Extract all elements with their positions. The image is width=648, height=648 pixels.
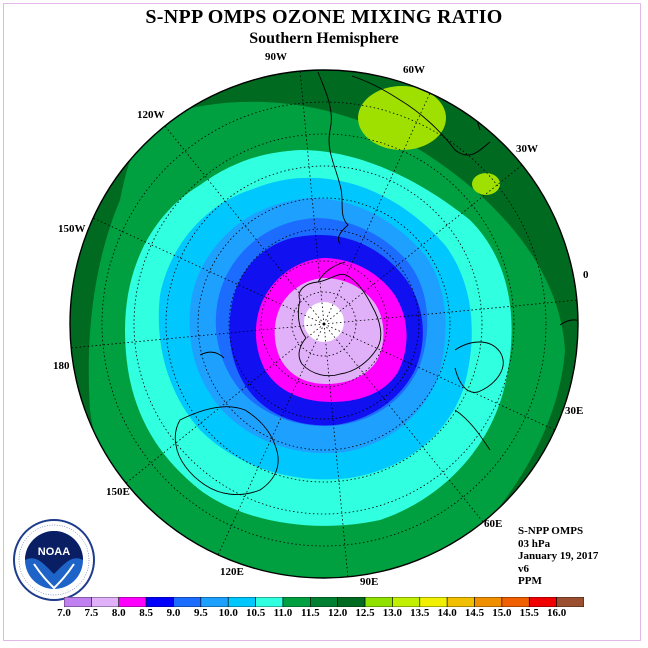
colorbar-segment	[556, 597, 584, 607]
colorbar-segment	[200, 597, 229, 607]
lon-label-150e: 150E	[106, 486, 130, 498]
colorbar-tick-label: 12.5	[355, 607, 375, 619]
colorbar-segment	[446, 597, 475, 607]
lon-label-120w: 120W	[137, 109, 165, 121]
colorbar-segment	[118, 597, 147, 607]
info-units: PPM	[518, 575, 542, 587]
colorbar-segment	[173, 597, 202, 607]
colorbar-segment	[364, 597, 393, 607]
map-info: S-NPP OMPS 03 hPa January 19, 2017 v6 PP…	[518, 525, 598, 588]
lon-label-30w: 30W	[516, 143, 538, 155]
info-version: v6	[518, 562, 529, 575]
colorbar-tick-label: 10.0	[218, 607, 238, 619]
colorbar-tick-label: 13.0	[382, 607, 403, 619]
colorbar-labels: 7.0 7.5 8.0 8.5 9.0 9.5 10.0 10.5 11.0 11.5 12.0 12…	[0, 607, 648, 621]
lon-label-60e: 60E	[484, 518, 502, 530]
colorbar-tick-label: 15.0	[492, 607, 512, 619]
info-level: 03 hPa	[518, 537, 551, 550]
colorbar-segment	[337, 597, 366, 607]
lon-label-150w: 150W	[58, 223, 86, 235]
colorbar-tick-label: 8.0	[111, 607, 126, 619]
map-subtitle: Southern Hemisphere	[249, 30, 399, 47]
colorbar-segment	[528, 597, 557, 607]
meridians	[70, 70, 578, 578]
colorbar-segment	[419, 597, 448, 607]
colorbar-segment	[227, 597, 256, 607]
region-center-white	[304, 302, 344, 342]
colorbar-tick-label: 9.0	[166, 607, 181, 619]
region-yellow-green-2	[472, 173, 500, 195]
colorbar-segment	[91, 597, 120, 607]
colorbar-tick-label: 11.0	[273, 607, 293, 619]
svg-text:NOAA: NOAA	[38, 546, 70, 558]
lon-label-90w: 90W	[265, 51, 287, 63]
colorbar-tick-label: 9.5	[193, 607, 208, 619]
map-title: S-NPP OMPS OZONE MIXING RATIO	[145, 6, 503, 28]
lon-label-30e: 30E	[565, 405, 583, 417]
region-yellow-green-1	[358, 86, 446, 150]
colorbar-tick-label: 10.5	[245, 607, 266, 619]
lon-label-180: 180	[53, 360, 70, 372]
colorbar-segment	[501, 597, 530, 607]
colorbar-tick-label: 7.5	[84, 607, 99, 619]
colorbar-segment	[145, 597, 174, 607]
colorbar-segment	[392, 597, 421, 607]
colorbar-tick-label: 13.5	[410, 607, 430, 619]
colorbar-tick-label: 15.5	[519, 607, 539, 619]
colorbar-segment	[255, 597, 284, 607]
lon-label-0: 0	[583, 269, 589, 281]
colorbar-tick-label: 7.0	[57, 607, 71, 619]
colorbar-segment	[64, 597, 92, 607]
map-boundary	[69, 69, 579, 579]
colorbar-segment	[310, 597, 338, 607]
coastlines	[174, 71, 578, 496]
lon-label-90e: 90E	[360, 576, 378, 588]
info-instrument: S-NPP OMPS	[518, 525, 584, 537]
lon-label-120e: 120E	[220, 566, 244, 578]
colorbar-tick-label: 12.0	[328, 607, 348, 619]
figure-border	[3, 3, 641, 641]
noaa-logo: NOAA	[13, 519, 95, 601]
colorbar-tick-label: 14.5	[464, 607, 485, 619]
colorbar-tick-label: 11.5	[300, 607, 320, 619]
lon-label-60w: 60W	[403, 64, 425, 76]
info-date: January 19, 2017	[518, 550, 599, 562]
colorbar-tick-label: 14.0	[437, 607, 457, 619]
colorbar-segment	[474, 597, 503, 607]
colorbar-segment	[282, 597, 311, 607]
colorbar-tick-label: 8.5	[139, 607, 153, 619]
latitude-circles	[101, 101, 547, 547]
colorbar	[64, 597, 584, 607]
colorbar-tick-label: 16.0	[547, 607, 567, 619]
